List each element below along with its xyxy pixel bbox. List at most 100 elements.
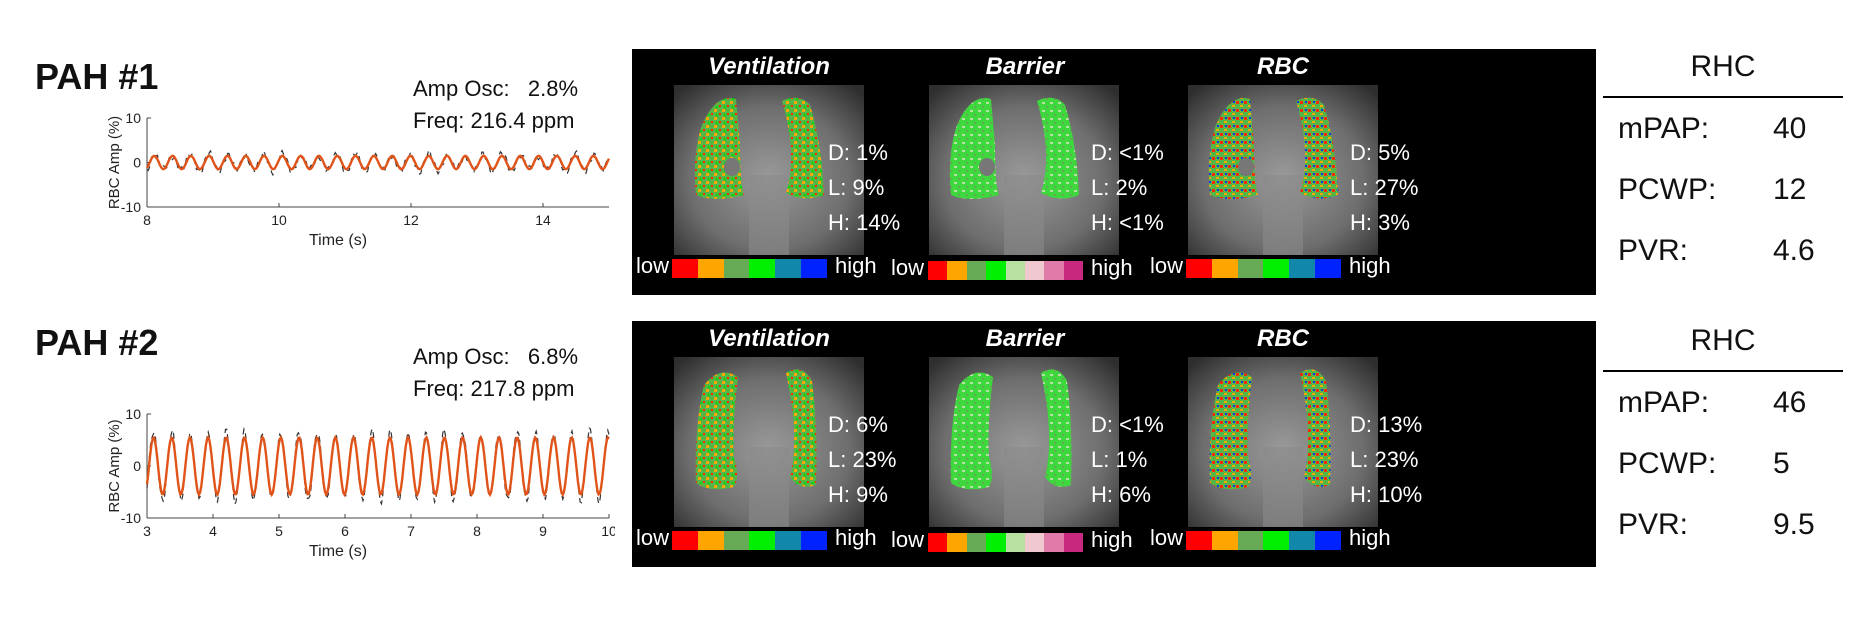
amp-osc-label: Amp Osc: [413, 76, 510, 101]
rhc-label: PCWP: [1618, 446, 1717, 480]
colorbar-bin [775, 531, 802, 550]
colorbar-high-label: high [1349, 525, 1391, 550]
colorbar-low-label: low [891, 527, 925, 552]
x-tick-label: 10 [601, 523, 615, 539]
colorbar-bin [1263, 259, 1290, 278]
low-value: L: 1% [1091, 447, 1148, 472]
colorbar-bin [986, 261, 1006, 280]
fit-signal-line [145, 154, 611, 171]
y-tick-label: 0 [133, 458, 141, 474]
x-tick-label: 8 [143, 212, 151, 228]
y-tick-label: 10 [125, 408, 141, 422]
barrier-map: Barrier D: <1% L: 2% H: <1% low high [887, 49, 1187, 295]
colorbar-bin [928, 261, 948, 280]
colorbar-bin [775, 259, 802, 278]
colorbar-bin [749, 259, 776, 278]
rhc-label: PCWP: [1618, 172, 1717, 206]
rhc-label: PVR: [1618, 233, 1689, 267]
colorbar-bin [1063, 533, 1083, 552]
colorbar-high-label: high [1091, 527, 1133, 552]
colorbar-bin [1315, 259, 1341, 278]
rhc-row-mpap: mPAP: 46 [1603, 372, 1843, 433]
rhc-divider [1603, 96, 1843, 98]
colorbar-bin [1005, 533, 1025, 552]
rhc-row-pcwp: PCWP: 5 [1603, 433, 1843, 494]
y-tick-label: 0 [133, 155, 141, 171]
high-value: H: 14% [828, 210, 901, 235]
oscillation-stats: Amp Osc: 2.8% Freq: 216.4 ppm [413, 73, 578, 137]
colorbar [928, 261, 1083, 280]
x-axis-label: Time (s) [309, 543, 367, 560]
rhc-label: PVR: [1618, 507, 1689, 541]
map-title: Ventilation [708, 325, 830, 352]
defect-stats: D: <1% L: 2% H: <1% [1091, 135, 1164, 240]
colorbar-bin [1237, 531, 1264, 550]
rhc-value: 46 [1773, 385, 1807, 419]
colorbar-bin [697, 259, 724, 278]
x-tick-label: 3 [143, 523, 151, 539]
colorbar-bin [801, 259, 827, 278]
rhc-title: RHC [1690, 324, 1756, 357]
colorbar-bin [723, 259, 750, 278]
colorbar-bin [966, 261, 987, 280]
defect-stats: D: 1% L: 9% H: 14% [828, 135, 900, 240]
colorbar-bin [672, 259, 698, 278]
ventilation-map: Ventilation D: 6% L: 23% H: 9% low high [632, 321, 932, 567]
colorbar-bin [1186, 259, 1212, 278]
colorbar [1186, 531, 1341, 550]
colorbar-bin [697, 531, 724, 550]
colorbar-bin [1044, 261, 1064, 280]
colorbar-low-label: low [891, 255, 925, 280]
y-tick-label: -10 [121, 510, 141, 526]
defect-value: D: 1% [828, 140, 888, 165]
map-title: Barrier [985, 53, 1065, 80]
gas-exchange-maps-panel: Ventilation D: 6% L: 23% H: 9% low high … [632, 321, 1596, 567]
colorbar-high-label: high [1349, 253, 1391, 278]
colorbar-bin [723, 531, 750, 550]
colorbar-bin [1044, 533, 1064, 552]
x-tick-label: 12 [403, 212, 419, 228]
rhc-divider [1603, 370, 1843, 372]
freq-label: Freq: [413, 376, 465, 401]
amp-osc-value: 6.8% [527, 344, 579, 369]
defect-stats: D: 5% L: 27% H: 3% [1350, 135, 1419, 240]
x-tick-label: 8 [473, 523, 481, 539]
colorbar-high-label: high [835, 525, 877, 550]
map-title: Ventilation [708, 53, 830, 80]
rhc-row-pcwp: PCWP: 12 [1603, 159, 1843, 220]
high-value: H: 3% [1350, 210, 1410, 235]
rhc-row-pvr: PVR: 9.5 [1603, 494, 1843, 555]
low-value: L: 23% [828, 447, 897, 472]
rhc-table: RHC mPAP: 46 PCWP: 5 PVR: 9.5 [1603, 322, 1843, 555]
defect-stats: D: <1% L: 1% H: 6% [1091, 407, 1164, 512]
defect-value: D: <1% [1091, 140, 1164, 165]
colorbar-bin [1237, 259, 1264, 278]
colorbar-bin [801, 531, 827, 550]
rbc-oscillation-plot: 10 0 -108 10 12 14 Time (s) RBC Amp (%) [106, 112, 611, 249]
low-value: L: 27% [1350, 175, 1419, 200]
rhc-table: RHC mPAP: 40 PCWP: 12 PVR: 4.6 [1603, 48, 1843, 281]
defect-value: D: 5% [1350, 140, 1410, 165]
colorbar [928, 533, 1083, 552]
colorbar-bin [1186, 531, 1212, 550]
rhc-row-pvr: PVR: 4.6 [1603, 220, 1843, 281]
patient-row-2: PAH #2 Amp Osc: 6.8% Freq: 217.8 ppm 10 0 -… [0, 312, 1856, 567]
defect-stats: D: 13% L: 23% H: 10% [1350, 407, 1422, 512]
defect-value: D: 6% [828, 412, 888, 437]
patient-row-1: PAH #1 Amp Osc: 2.8% Freq: 216.4 ppm 10 0 -… [0, 40, 1856, 295]
high-value: H: <1% [1091, 210, 1164, 235]
colorbar-bin [1024, 533, 1045, 552]
rhc-label: mPAP: [1618, 385, 1710, 419]
rhc-value: 12 [1773, 172, 1807, 206]
colorbar [672, 531, 827, 550]
rhc-label: mPAP: [1618, 111, 1710, 145]
colorbar-bin [1315, 531, 1341, 550]
oscillation-stats: Amp Osc: 6.8% Freq: 217.8 ppm [413, 341, 578, 405]
gas-exchange-maps-panel: Ventilation D: 1% L: 9% H: 14% low high … [632, 49, 1596, 295]
colorbar-low-label: low [1150, 253, 1184, 278]
colorbar [672, 259, 827, 278]
x-tick-label: 4 [209, 523, 217, 539]
x-tick-label: 5 [275, 523, 283, 539]
y-axis-label: RBC Amp (%) [106, 419, 123, 512]
patient-title: PAH #1 [35, 56, 159, 97]
